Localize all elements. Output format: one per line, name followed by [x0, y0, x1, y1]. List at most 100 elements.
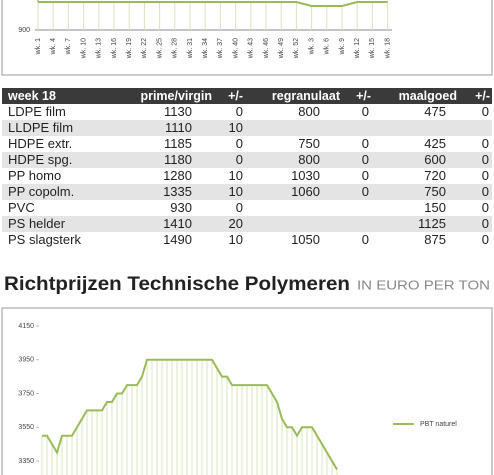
- x-tick-label: wk. 16: [111, 38, 118, 59]
- row-label: LLDPE film: [8, 120, 73, 135]
- table-cell: 1030: [291, 168, 320, 183]
- table-cell: 10: [229, 120, 243, 135]
- table-cell: 0: [482, 200, 489, 215]
- column-header: maalgoed: [399, 89, 457, 103]
- table-cell: 0: [362, 152, 369, 167]
- table-cell: 800: [298, 152, 320, 167]
- table-cell: 10: [229, 184, 243, 199]
- table-cell: 1125: [418, 216, 446, 231]
- line-series: [42, 358, 338, 470]
- table-cell: 0: [236, 152, 243, 167]
- x-tick-label: wk. 25: [156, 38, 163, 59]
- table-cell: 150: [424, 200, 446, 215]
- table-cell: 1060: [291, 184, 320, 199]
- y-tick-label: 4150: [18, 323, 34, 330]
- table-cell: 0: [362, 232, 369, 247]
- legend-label: PBT naturel: [420, 421, 457, 428]
- table-cell: 600: [424, 152, 446, 167]
- row-label: LDPE film: [8, 104, 66, 119]
- x-tick-label: wk. 10: [80, 38, 87, 59]
- y-tick-label: 3750: [18, 390, 34, 397]
- table-cell: 875: [424, 232, 446, 247]
- x-tick-label: wk. 34: [202, 38, 209, 59]
- y-tick-label: 900: [18, 27, 30, 34]
- table-cell: 0: [482, 152, 489, 167]
- table-row: [2, 184, 492, 200]
- x-tick-label: wk. 15: [369, 38, 376, 59]
- table-cell: 0: [362, 184, 369, 199]
- table-cell: 1410: [163, 216, 192, 231]
- table-cell: 0: [236, 136, 243, 151]
- table-cell: 475: [424, 104, 446, 119]
- table-cell: 20: [229, 216, 243, 231]
- row-label: HDPE spg.: [8, 152, 72, 167]
- table-cell: 0: [362, 136, 369, 151]
- row-label: PS slagsterk: [8, 232, 81, 247]
- table-cell: 1180: [164, 152, 192, 167]
- table-cell: 720: [424, 168, 446, 183]
- x-tick-label: wk. 37: [217, 38, 224, 59]
- row-label: PS helder: [8, 216, 66, 231]
- table-row: [2, 136, 492, 152]
- table-row: [2, 216, 492, 232]
- x-tick-label: wk. 28: [172, 38, 179, 59]
- table-cell: 1110: [165, 120, 192, 135]
- table-cell: 1280: [163, 168, 192, 183]
- row-label: HDPE extr.: [8, 136, 72, 151]
- table-cell: 425: [424, 136, 446, 151]
- y-tick-label: 3350: [18, 458, 34, 465]
- table-row: [2, 200, 492, 216]
- x-tick-label: wk. 43: [248, 38, 255, 59]
- section-title: Richtprijzen Technische Polymeren: [4, 274, 350, 295]
- x-tick-label: wk. 52: [293, 38, 300, 59]
- column-header: regranulaat: [272, 89, 341, 103]
- table-cell: 750: [298, 136, 320, 151]
- table-cell: 10: [229, 232, 243, 247]
- x-tick-label: wk. 18: [384, 38, 391, 59]
- table-cell: 10: [229, 168, 243, 183]
- column-header: +/-: [228, 89, 243, 103]
- row-label: PVC: [8, 200, 35, 215]
- x-tick-label: wk. 19: [126, 38, 133, 59]
- column-header: prime/virgin: [140, 89, 212, 103]
- x-tick-label: wk. 40: [232, 38, 239, 59]
- table-row: [2, 232, 492, 248]
- line-series: [38, 1, 388, 7]
- x-tick-label: wk. 13: [96, 38, 103, 59]
- table-row: [2, 120, 492, 136]
- column-header: +/-: [475, 89, 490, 103]
- column-header: week 18: [7, 89, 56, 103]
- table-cell: 0: [482, 168, 489, 183]
- table-cell: 800: [298, 104, 320, 119]
- x-tick-label: wk. 9: [339, 38, 346, 55]
- x-tick-label: wk. 1: [35, 38, 42, 55]
- table-row: [2, 168, 492, 184]
- x-tick-label: wk. 49: [278, 38, 285, 59]
- table-cell: 930: [170, 200, 192, 215]
- table-cell: 0: [236, 104, 243, 119]
- chart-frame: [1, 0, 493, 76]
- column-header: +/-: [356, 89, 371, 103]
- x-tick-label: wk. 12: [354, 38, 361, 59]
- x-tick-label: wk. 31: [187, 38, 194, 59]
- x-tick-label: wk. 22: [141, 38, 148, 59]
- x-tick-label: wk. 46: [263, 38, 270, 59]
- table-cell: 0: [482, 104, 489, 119]
- chart-frame: [1, 307, 493, 475]
- table-row: [2, 152, 492, 168]
- section-subtitle: IN EURO PER TON: [357, 277, 490, 292]
- table-cell: 0: [236, 200, 243, 215]
- table-cell: 0: [482, 136, 489, 151]
- table-cell: 750: [424, 184, 446, 199]
- table-row: [2, 104, 492, 120]
- y-tick-label: 3950: [18, 357, 34, 364]
- table-header: [2, 88, 492, 104]
- table-cell: 1130: [164, 104, 192, 119]
- table-cell: 1490: [163, 232, 192, 247]
- table-cell: 0: [482, 184, 489, 199]
- table-cell: 1335: [163, 184, 192, 199]
- table-cell: 0: [482, 232, 489, 247]
- table-cell: 1050: [291, 232, 320, 247]
- table-cell: 0: [482, 216, 489, 231]
